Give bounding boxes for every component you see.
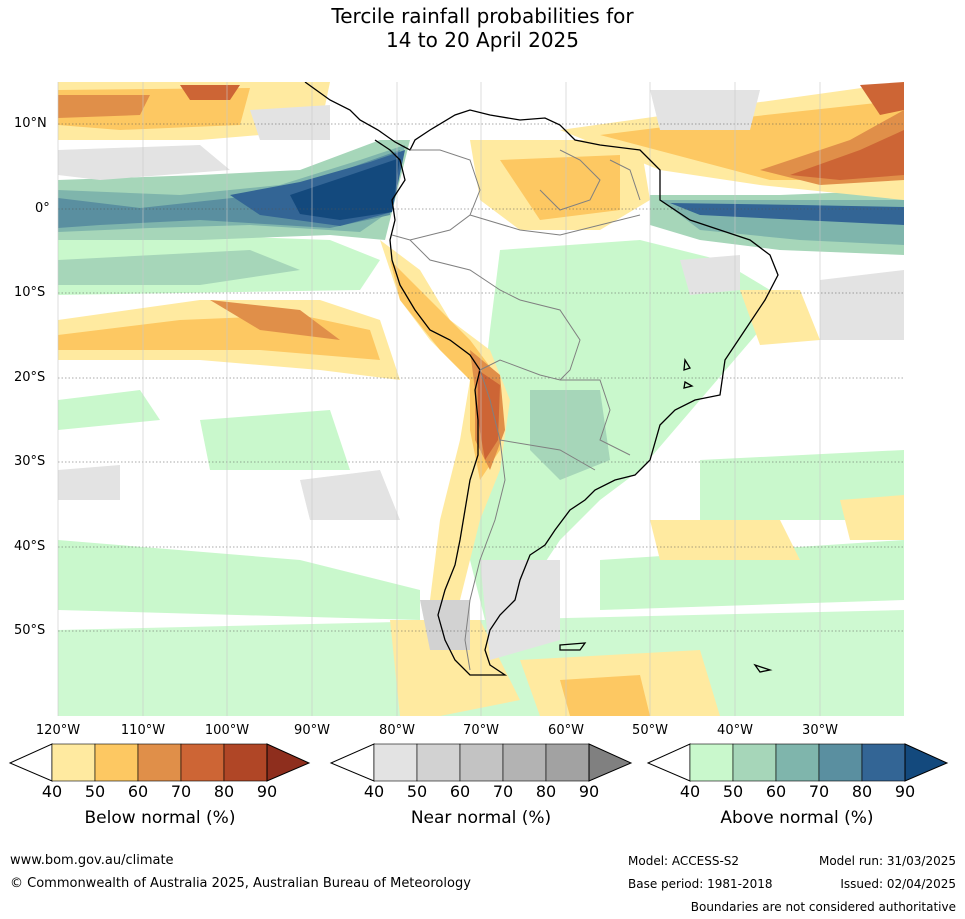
website-link[interactable]: www.bom.gov.au/climate bbox=[10, 853, 174, 868]
colorbar-tick: 60 bbox=[127, 782, 149, 801]
colorbar-tick: 50 bbox=[84, 782, 106, 801]
lat-label-50s: 50°S bbox=[14, 623, 46, 638]
colorbar-below-normal bbox=[8, 743, 311, 782]
colorbar-tick: 60 bbox=[765, 782, 787, 801]
coastline bbox=[304, 82, 779, 676]
colorbar-tick: 80 bbox=[535, 782, 557, 801]
colorbar-above-normal bbox=[646, 743, 949, 782]
colorbar-tick: 90 bbox=[256, 782, 278, 801]
colorbar-tick: 80 bbox=[851, 782, 873, 801]
colorbar-tick: 70 bbox=[170, 782, 192, 801]
model-run-text: Model run: 31/03/2025 bbox=[818, 854, 956, 868]
colorbar-tick: 80 bbox=[213, 782, 235, 801]
lon-label-50w: 50°W bbox=[632, 723, 668, 738]
colorbar-tick: 40 bbox=[363, 782, 385, 801]
lon-label-40w: 40°W bbox=[717, 723, 753, 738]
colorbar-tick: 40 bbox=[41, 782, 63, 801]
colorbar-label-above: Above normal (%) bbox=[720, 808, 874, 828]
meridians bbox=[57, 82, 821, 716]
colorbar-label-below: Below normal (%) bbox=[84, 808, 236, 828]
lon-label-70w: 70°W bbox=[463, 723, 499, 738]
title-line-2: 14 to 20 April 2025 bbox=[385, 28, 580, 52]
lat-label-20s: 20°S bbox=[14, 370, 46, 385]
lon-label-30w: 30°W bbox=[802, 723, 838, 738]
lat-label-10n: 10°N bbox=[14, 116, 47, 131]
colorbar-tick: 40 bbox=[679, 782, 701, 801]
colorbar-tick: 60 bbox=[449, 782, 471, 801]
colorbar-near-normal bbox=[329, 743, 633, 782]
lon-label-110w: 110°W bbox=[120, 723, 166, 738]
colorbar-label-near: Near normal (%) bbox=[410, 808, 552, 828]
lon-label-120w: 120°W bbox=[35, 723, 81, 738]
lat-label-0: 0° bbox=[35, 201, 50, 216]
lat-label-30s: 30°S bbox=[14, 454, 46, 469]
colorbar-tick: 50 bbox=[722, 782, 744, 801]
colorbar-tick: 70 bbox=[492, 782, 514, 801]
base-period-text: Base period: 1981-2018 bbox=[628, 877, 773, 891]
country-borders bbox=[391, 149, 641, 671]
colorbar-tick: 90 bbox=[578, 782, 600, 801]
lat-label-10s: 10°S bbox=[14, 285, 46, 300]
colorbar-tick: 70 bbox=[808, 782, 830, 801]
lon-label-60w: 60°W bbox=[548, 723, 584, 738]
copyright-text: © Commonwealth of Australia 2025, Austra… bbox=[10, 876, 471, 891]
graticule bbox=[58, 123, 904, 632]
disclaimer-text: Boundaries are not considered authoritat… bbox=[690, 900, 956, 914]
lat-label-40s: 40°S bbox=[14, 539, 46, 554]
colorbar-tick: 50 bbox=[406, 782, 428, 801]
lon-label-100w: 100°W bbox=[204, 723, 250, 738]
map-field bbox=[58, 82, 904, 716]
title-line-1: Tercile rainfall probabilities for bbox=[331, 4, 634, 28]
lon-label-80w: 80°W bbox=[379, 723, 415, 738]
model-text: Model: ACCESS-S2 bbox=[628, 854, 740, 868]
lon-label-90w: 90°W bbox=[294, 723, 330, 738]
map-title: Tercile rainfall probabilities for 14 to… bbox=[0, 4, 965, 52]
issued-text: Issued: 02/04/2025 bbox=[840, 877, 956, 891]
colorbar-tick: 90 bbox=[894, 782, 916, 801]
